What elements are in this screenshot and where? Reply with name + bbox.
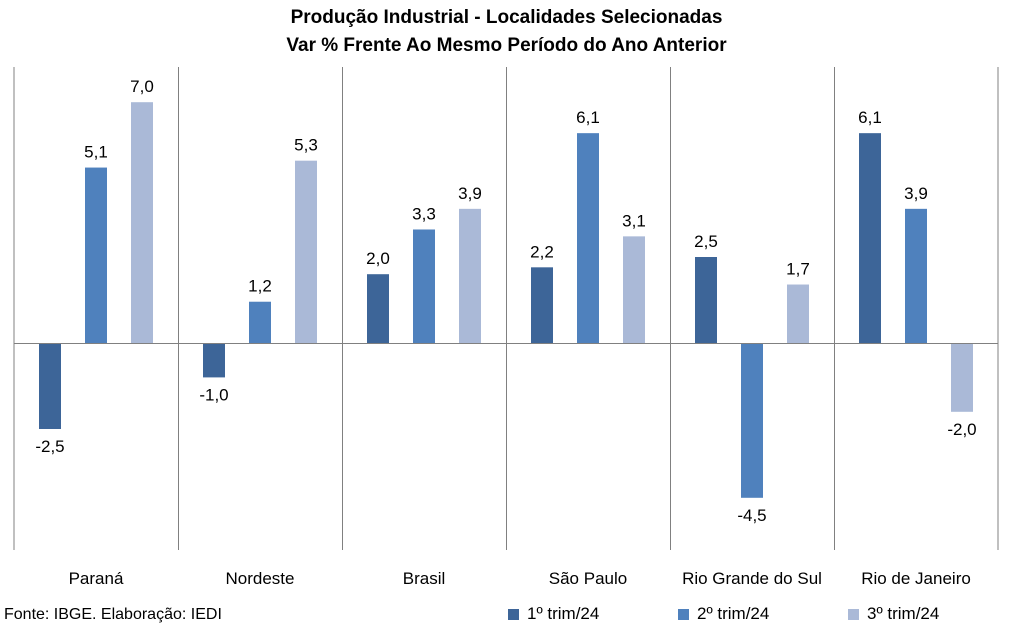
chart-title-line2: Var % Frente Ao Mesmo Período do Ano Ant… [286,35,727,56]
category-label-4: São Paulo [549,569,627,588]
category-label-6: Rio de Janeiro [861,569,971,588]
category-label-1: Paraná [69,569,124,588]
bar-3-4 [623,236,645,343]
data-label-1-4: 2,2 [530,242,554,261]
data-label-1-1: -2,5 [35,437,64,456]
legend-item-3: 3º trim/24 [848,604,939,624]
data-label-2-3: 3,3 [412,204,436,223]
legend-swatch-2 [678,608,689,620]
legend-label-3: 3º trim/24 [867,604,940,623]
bar-1-2 [203,343,225,378]
bar-3-1 [131,102,153,343]
data-label-2-2: 1,2 [248,277,272,296]
data-label-2-1: 5,1 [84,143,108,162]
legend-swatch-1 [508,608,519,620]
data-label-2-4: 6,1 [576,108,600,127]
data-label-1-5: 2,5 [694,232,718,251]
legend-label-1: 1º trim/24 [527,604,600,623]
bar-2-5 [741,343,763,498]
legend-item-2: 2º trim/24 [678,604,769,624]
bar-1-1 [39,343,61,429]
legend-swatch-3 [848,608,859,620]
bar-3-3 [459,208,481,343]
data-label-3-5: 1,7 [786,260,810,279]
bar-2-3 [413,229,435,343]
bar-1-3 [367,274,389,343]
data-label-3-1: 7,0 [130,77,154,96]
data-label-3-4: 3,1 [622,211,646,230]
bar-chart: -2,5 5,1 7,0 Paraná -1,0 1,2 5,3 Nordeste 2,0 3,3… [13,67,999,588]
data-label-1-2: -1,0 [199,385,228,404]
data-label-3-2: 5,3 [294,136,318,155]
category-label-2: Nordeste [226,569,295,588]
bar-2-6 [905,208,927,343]
bar-2-4 [577,133,599,343]
bar-3-6 [951,343,973,412]
data-label-2-5: -4,5 [737,506,766,525]
bar-2-2 [249,301,271,343]
chart-title-line1: Produção Industrial - Localidades Seleci… [290,7,723,28]
bar-3-2 [295,160,317,343]
category-label-5: Rio Grande do Sul [682,569,822,588]
bar-1-4 [531,267,553,343]
bar-1-5 [695,257,717,343]
data-label-3-6: -2,0 [947,420,976,439]
bar-1-6 [859,133,881,343]
bar-2-1 [85,167,107,343]
data-label-2-6: 3,9 [904,184,928,203]
data-label-3-3: 3,9 [458,184,482,203]
legend-item-1: 1º trim/24 [508,604,599,624]
data-label-1-3: 2,0 [366,249,390,268]
bar-3-5 [787,284,809,343]
legend-label-2: 2º trim/24 [697,604,770,623]
category-label-3: Brasil [403,569,446,588]
source-note: Fonte: IBGE. Elaboração: IEDI [4,606,222,623]
data-label-1-6: 6,1 [858,108,882,127]
